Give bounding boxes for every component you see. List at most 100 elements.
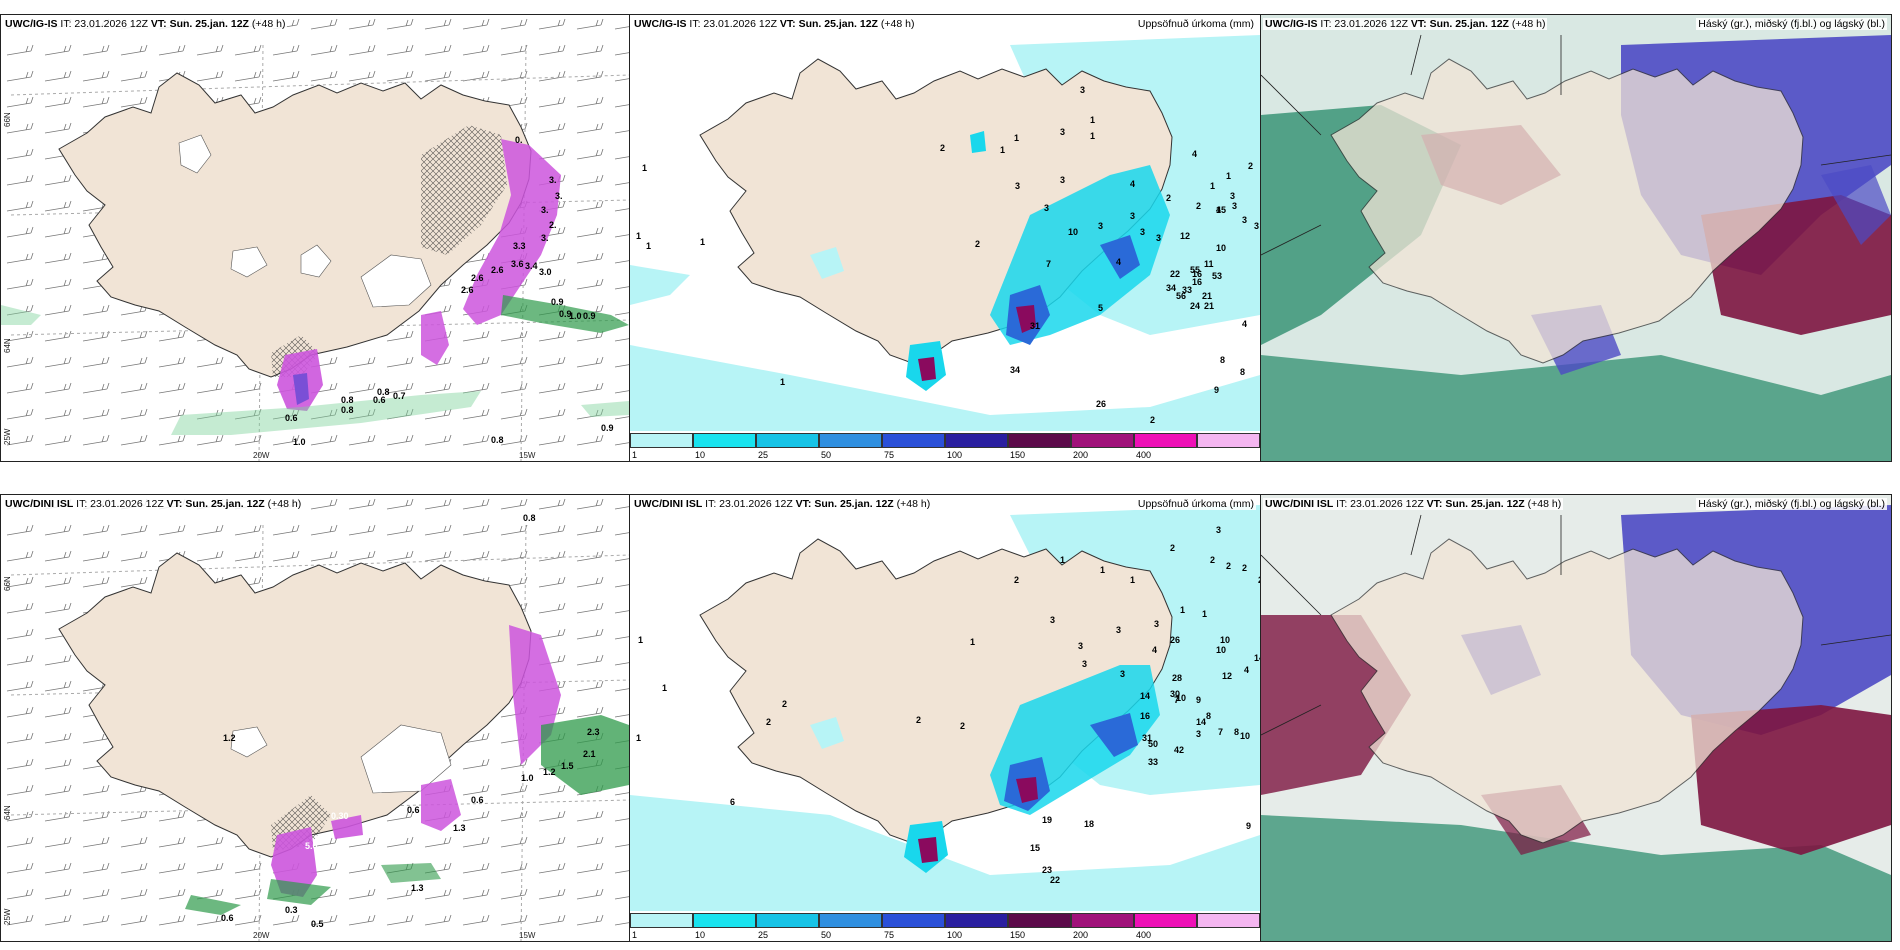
value-label: 4 bbox=[1216, 205, 1222, 215]
value-label: 26 bbox=[1096, 399, 1107, 409]
colorbar-swatch bbox=[945, 913, 1008, 928]
value-label: 0.6 bbox=[221, 913, 234, 923]
value-label: 3 bbox=[1120, 669, 1126, 679]
value-label: 7 bbox=[1218, 727, 1224, 737]
value-label: 0.5 bbox=[311, 919, 324, 929]
value-label: 9 bbox=[1196, 695, 1202, 705]
colorbar-swatch bbox=[945, 433, 1008, 448]
value-label: 14 bbox=[1254, 653, 1260, 663]
value-label: 2 bbox=[1226, 561, 1232, 571]
value-label: 1 bbox=[1100, 565, 1106, 575]
value-label: 0.9 bbox=[601, 423, 614, 433]
value-label: 56 bbox=[1176, 291, 1187, 301]
colorbar-tick: 1 bbox=[632, 930, 638, 940]
value-label: 2.6 bbox=[471, 273, 484, 283]
value-label: 1 bbox=[1060, 555, 1066, 565]
value-label: 4 bbox=[1152, 645, 1158, 655]
lat-66-label: 66N bbox=[3, 576, 12, 591]
value-label: 22 bbox=[1170, 269, 1181, 279]
value-label: 3 bbox=[1098, 221, 1104, 231]
value-label: 1.0 bbox=[521, 773, 534, 783]
value-label: 3 bbox=[1140, 227, 1146, 237]
value-label: 34 bbox=[1166, 283, 1177, 293]
colorbar-tick: 150 bbox=[1010, 450, 1026, 460]
colorbar-tick: 200 bbox=[1073, 450, 1089, 460]
value-label: 30 bbox=[1170, 689, 1181, 699]
colorbar-tick: 10 bbox=[695, 930, 706, 940]
value-label: 18 bbox=[1084, 819, 1095, 829]
value-label: 2.3 bbox=[587, 727, 600, 737]
colorbar-tick: 25 bbox=[758, 930, 769, 940]
value-label: 7 bbox=[1046, 259, 1052, 269]
value-label: 2 bbox=[782, 699, 788, 709]
value-label: 1.0 bbox=[569, 311, 582, 321]
value-label: 3 bbox=[1196, 729, 1202, 739]
cloud-title: Háský (gr.), miðský (fj.bl.) og lágský (… bbox=[1696, 498, 1887, 510]
colorbar-swatch bbox=[693, 913, 756, 928]
precip-map bbox=[630, 15, 1260, 461]
value-label: 16 bbox=[1192, 269, 1203, 279]
value-label: 10 bbox=[1240, 731, 1251, 741]
value-label: 3 bbox=[1044, 203, 1050, 213]
value-label: 42 bbox=[1174, 745, 1185, 755]
panel-header: UWC/IG-IS IT: 23.01.2026 12Z VT: Sun. 25… bbox=[3, 18, 288, 30]
colorbar-tick: 75 bbox=[884, 930, 895, 940]
value-label: 0.9 bbox=[551, 297, 564, 307]
lat-66-label: 66N bbox=[3, 112, 12, 127]
panel-bottom-cloud: UWC/DINI ISL IT: 23.01.2026 12Z VT: Sun.… bbox=[1260, 494, 1892, 942]
lon-25-label: 25W bbox=[3, 428, 12, 445]
colorbar-swatch bbox=[1197, 433, 1260, 448]
value-label: 14 bbox=[1140, 691, 1151, 701]
value-label: 16 bbox=[1140, 711, 1151, 721]
colorbar-swatch bbox=[882, 433, 945, 448]
value-label: 2 bbox=[940, 143, 946, 153]
value-label: 3.6 bbox=[511, 259, 524, 269]
panel-top-cloud: UWC/IG-IS IT: 23.01.2026 12Z VT: Sun. 25… bbox=[1260, 14, 1892, 462]
value-label: 3 bbox=[1232, 201, 1238, 211]
colorbar-swatch bbox=[1071, 913, 1134, 928]
colorbar-swatch bbox=[882, 913, 945, 928]
value-label: 1 bbox=[1180, 605, 1186, 615]
precip-title: Uppsöfnuð úrkoma (mm) bbox=[1135, 18, 1256, 30]
value-label: 28 bbox=[1172, 673, 1183, 683]
value-label: 3. bbox=[541, 205, 549, 215]
value-label: 3.4 bbox=[525, 261, 538, 271]
value-label: 1.3 bbox=[453, 823, 466, 833]
value-label: 10 bbox=[1216, 243, 1227, 253]
value-label: 2 bbox=[1014, 575, 1020, 585]
value-label: 0.6 bbox=[471, 795, 484, 805]
colorbar-swatch bbox=[1071, 433, 1134, 448]
colorbar-tick: 400 bbox=[1136, 930, 1152, 940]
value-label: 3 bbox=[1242, 215, 1248, 225]
value-label: 3.0 bbox=[539, 267, 552, 277]
value-label: 3 bbox=[1080, 85, 1086, 95]
value-label: 3 bbox=[1050, 615, 1056, 625]
value-label: 1 bbox=[1226, 171, 1232, 181]
value-label: 2.1 bbox=[583, 749, 596, 759]
value-label: 1 bbox=[638, 635, 644, 645]
value-label: 33 bbox=[1148, 757, 1159, 767]
value-label: 2 bbox=[1242, 563, 1248, 573]
precip-colorbar: 1 10 25 50 75 100 150 200 400 bbox=[630, 911, 1260, 941]
value-label: 2 bbox=[916, 715, 922, 725]
value-label: 4 bbox=[1192, 149, 1198, 159]
value-label: 0.30 bbox=[331, 811, 349, 821]
lon-15-label: 15W bbox=[519, 451, 536, 460]
colorbar-swatch bbox=[630, 913, 693, 928]
value-label: 1 bbox=[1130, 575, 1136, 585]
value-label: 2 bbox=[1170, 543, 1176, 553]
value-label: 24 bbox=[1190, 301, 1201, 311]
value-label: 0.9 bbox=[559, 309, 572, 319]
value-label: 0.7 bbox=[393, 391, 406, 401]
value-label: 1 bbox=[636, 231, 642, 241]
wind-map bbox=[1, 495, 629, 941]
value-label: 0.8 bbox=[491, 435, 504, 445]
value-label: 3 bbox=[1254, 221, 1260, 231]
value-label: 11 bbox=[1204, 259, 1214, 269]
value-label: 2 bbox=[1258, 575, 1260, 585]
value-label: 0. bbox=[515, 135, 523, 145]
cloud-map bbox=[1261, 495, 1891, 941]
value-label: 8 bbox=[1240, 367, 1246, 377]
value-label: 1 bbox=[1090, 115, 1096, 125]
snow-area bbox=[463, 139, 561, 325]
